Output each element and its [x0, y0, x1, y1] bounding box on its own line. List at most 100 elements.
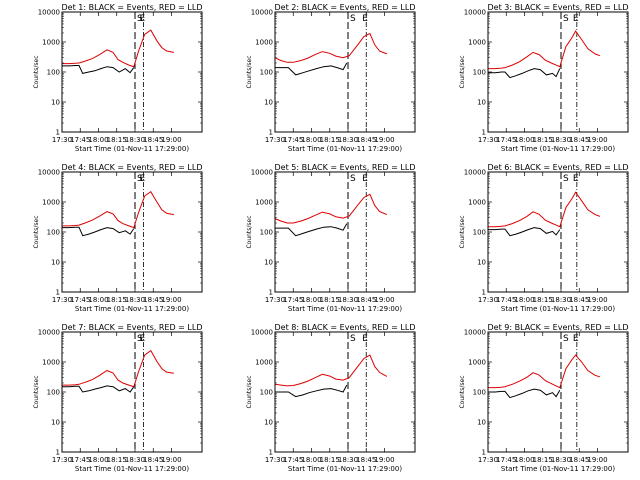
- plot-area: SE: [62, 12, 174, 132]
- x-tick-label: 19:00: [161, 136, 181, 144]
- end-marker-label: E: [140, 14, 146, 24]
- start-marker-label: S: [563, 14, 569, 24]
- plot-frame: [274, 171, 416, 293]
- y-tick-label: 10000: [251, 9, 273, 17]
- y-tick-label: 10000: [464, 9, 486, 17]
- x-tick-label: 18:45: [569, 296, 589, 304]
- plot-frame: [61, 331, 203, 453]
- y-tick-label: 100: [473, 69, 486, 77]
- y-tick-label: 1: [56, 129, 60, 137]
- y-tick-label: 1: [269, 289, 273, 297]
- end-marker-label: E: [573, 14, 579, 24]
- start-marker-label: S: [563, 334, 569, 344]
- y-tick-label: 10: [477, 99, 486, 107]
- y-tick-label: 100: [47, 229, 60, 237]
- y-tick-label: 1000: [42, 39, 60, 47]
- x-tick-label: 18:00: [514, 136, 534, 144]
- x-tick-label: 18:15: [320, 456, 340, 464]
- panel-title: Det 8: BLACK = Events, RED = LLD: [275, 323, 416, 332]
- plot-frame: [61, 11, 203, 133]
- x-tick-label: 18:45: [143, 136, 163, 144]
- y-tick-label: 10: [264, 259, 273, 267]
- x-tick-label: 19:00: [374, 296, 394, 304]
- y-tick-label: 10000: [38, 169, 60, 177]
- start-marker-label: S: [350, 174, 356, 184]
- x-tick-label: 17:30: [265, 456, 285, 464]
- x-axis-label: Start Time (01-Nov-11 17:29:00): [75, 305, 189, 313]
- x-tick-label: 18:45: [569, 456, 589, 464]
- start-marker-label: S: [137, 334, 143, 344]
- x-tick-label: 17:30: [478, 136, 498, 144]
- x-tick-label: 17:30: [478, 296, 498, 304]
- y-tick-label: 10: [477, 419, 486, 427]
- series-lld-line: [274, 32, 388, 63]
- x-tick-label: 18:15: [107, 456, 127, 464]
- x-tick-label: 18:30: [125, 456, 145, 464]
- x-tick-label: 18:45: [356, 296, 376, 304]
- x-tick-label: 18:30: [338, 456, 358, 464]
- x-tick-label: 18:45: [569, 136, 589, 144]
- series-lld-line: [274, 354, 388, 387]
- x-tick-label: 17:45: [496, 456, 516, 464]
- y-tick-label: 10: [51, 419, 60, 427]
- y-tick-label: 1000: [468, 199, 486, 207]
- y-axis-label: Counts/sec: [459, 215, 466, 248]
- x-tick-label: 18:00: [88, 136, 108, 144]
- x-tick-label: 18:00: [301, 456, 321, 464]
- end-marker-label: E: [362, 174, 368, 184]
- panel-title: Det 1: BLACK = Events, RED = LLD: [62, 3, 203, 12]
- y-tick-label: 100: [260, 69, 273, 77]
- y-tick-label: 10000: [38, 9, 60, 17]
- x-tick-label: 18:30: [125, 136, 145, 144]
- y-tick-label: 1: [56, 449, 60, 457]
- x-tick-label: 18:15: [533, 296, 553, 304]
- y-tick-label: 100: [260, 389, 273, 397]
- x-tick-label: 17:30: [52, 136, 72, 144]
- x-tick-label: 18:45: [143, 296, 163, 304]
- series-events-line: [62, 226, 135, 237]
- x-tick-label: 18:30: [551, 296, 571, 304]
- x-tick-label: 19:00: [587, 296, 607, 304]
- x-tick-label: 18:00: [301, 136, 321, 144]
- x-tick-label: 18:45: [143, 456, 163, 464]
- x-tick-label: 19:00: [161, 296, 181, 304]
- y-tick-label: 10000: [251, 329, 273, 337]
- panel-title: Det 9: BLACK = Events, RED = LLD: [488, 323, 629, 332]
- panel-title: Det 2: BLACK = Events, RED = LLD: [275, 3, 416, 12]
- y-tick-label: 1: [482, 289, 486, 297]
- series-lld-line: [62, 190, 174, 229]
- y-tick-label: 1000: [255, 39, 273, 47]
- x-axis-label: Start Time (01-Nov-11 17:29:00): [288, 145, 402, 153]
- x-tick-label: 18:15: [320, 296, 340, 304]
- series-lld-line: [274, 193, 388, 224]
- y-tick-label: 100: [260, 229, 273, 237]
- x-tick-label: 18:15: [107, 136, 127, 144]
- x-tick-label: 18:30: [125, 296, 145, 304]
- x-tick-label: 18:00: [514, 296, 534, 304]
- plot-area: SE: [62, 332, 174, 452]
- x-tick-label: 18:00: [88, 456, 108, 464]
- x-tick-label: 17:45: [70, 456, 90, 464]
- y-axis-label: Counts/sec: [246, 375, 253, 408]
- series-lld-line: [62, 349, 174, 388]
- series-events-line: [62, 385, 135, 393]
- end-marker-label: E: [140, 334, 146, 344]
- x-axis-label: Start Time (01-Nov-11 17:29:00): [501, 305, 615, 313]
- y-tick-label: 1: [482, 449, 486, 457]
- y-axis-label: Counts/sec: [459, 375, 466, 408]
- series-lld-line: [62, 29, 174, 68]
- plot-frame: [487, 11, 629, 133]
- panel-title: Det 7: BLACK = Events, RED = LLD: [62, 323, 203, 332]
- y-tick-label: 10000: [38, 329, 60, 337]
- plot-frame: [274, 331, 416, 453]
- series-events-line: [62, 65, 135, 74]
- panel-title: Det 3: BLACK = Events, RED = LLD: [488, 3, 629, 12]
- y-tick-label: 1000: [468, 359, 486, 367]
